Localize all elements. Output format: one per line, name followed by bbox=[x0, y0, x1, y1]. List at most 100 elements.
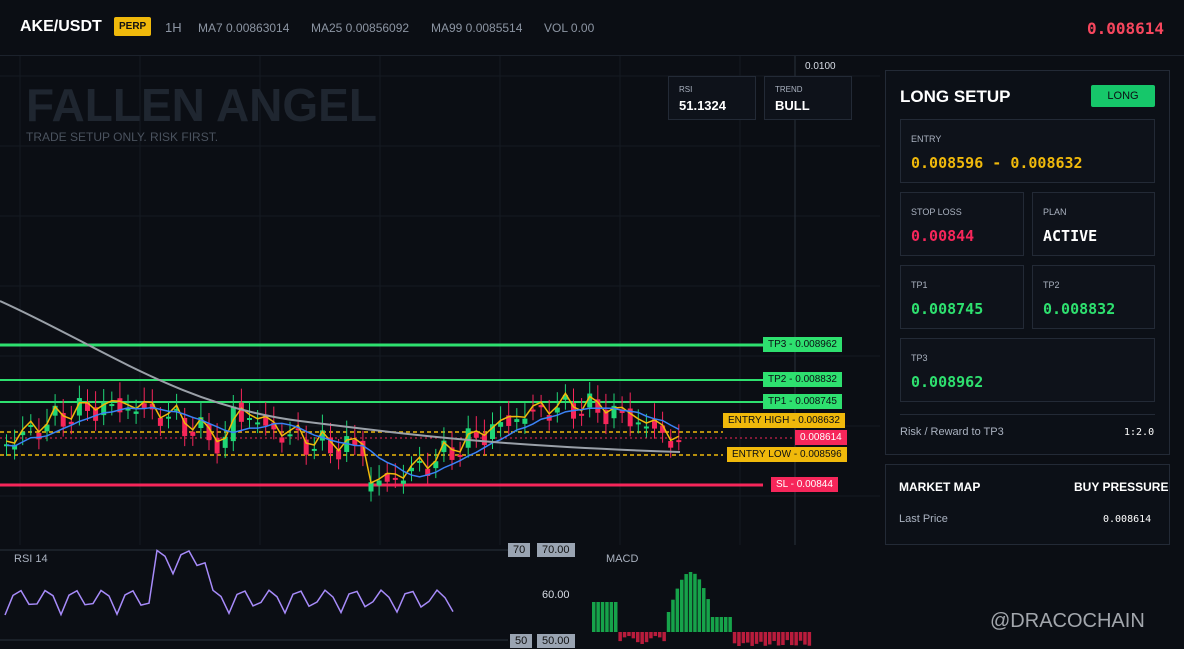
candle-body bbox=[214, 437, 220, 454]
candle-body bbox=[449, 447, 455, 460]
candle-body bbox=[336, 449, 342, 460]
entry-high-label: ENTRY HIGH - 0.008632 bbox=[723, 413, 845, 428]
macd-bar bbox=[618, 632, 622, 642]
candle-body bbox=[279, 437, 285, 443]
macd-bar bbox=[781, 632, 785, 645]
header bbox=[0, 0, 1184, 56]
candle-body bbox=[417, 460, 423, 463]
candle-body bbox=[481, 433, 487, 446]
rr-label: Risk / Reward to TP3 bbox=[900, 426, 1004, 438]
stat-value: 51.1324 bbox=[679, 98, 726, 113]
stop-card: STOP LOSS 0.00844 bbox=[900, 192, 1024, 256]
macd-bar bbox=[794, 632, 798, 646]
market-title: MARKET MAP bbox=[899, 480, 981, 494]
candle-body bbox=[603, 409, 609, 425]
candle-body bbox=[36, 432, 42, 440]
candle-body bbox=[473, 432, 479, 438]
symbol: AKE/USDT bbox=[20, 18, 102, 35]
candle-body bbox=[409, 467, 414, 472]
macd-bar bbox=[715, 617, 719, 632]
last-price: 0.008614 bbox=[1103, 514, 1152, 525]
candle-body bbox=[125, 408, 131, 411]
macd-bar bbox=[768, 632, 772, 645]
candle-body bbox=[425, 468, 431, 476]
candle-body bbox=[222, 436, 228, 448]
macd-bar bbox=[666, 612, 671, 632]
macd-bar bbox=[776, 632, 781, 646]
candle-body bbox=[174, 408, 180, 411]
candle-body bbox=[562, 394, 568, 400]
rsi-tick-50: 50.00 bbox=[537, 634, 575, 648]
candle-body bbox=[530, 409, 536, 412]
macd-bar bbox=[772, 632, 776, 641]
price-chart bbox=[0, 56, 880, 545]
card-value: 0.00844 bbox=[911, 227, 975, 245]
plan-card: PLAN ACTIVE bbox=[1032, 192, 1155, 256]
watermark-title: FALLEN ANGEL bbox=[26, 79, 377, 131]
entry-low-label: ENTRY LOW - 0.008596 bbox=[727, 447, 847, 462]
market-status: BUY PRESSURE bbox=[1074, 480, 1169, 494]
candle-body bbox=[554, 407, 560, 413]
card-label: TP1 bbox=[911, 280, 928, 290]
candle-body bbox=[506, 415, 512, 426]
candle-body bbox=[238, 402, 244, 422]
candle-body bbox=[263, 415, 269, 426]
rsi-tick-70: 70.00 bbox=[537, 543, 575, 557]
ma25 bbox=[6, 406, 680, 478]
card-value: 0.008596 - 0.008632 bbox=[911, 154, 1083, 172]
candle-body bbox=[676, 440, 682, 443]
macd-bar bbox=[807, 632, 812, 646]
candle-body bbox=[376, 480, 382, 486]
macd-bar bbox=[737, 632, 741, 646]
long-badge: LONG bbox=[1091, 85, 1155, 107]
market-map bbox=[885, 464, 1170, 545]
candle-body bbox=[522, 418, 528, 424]
tp3-card: TP3 0.008962 bbox=[900, 338, 1155, 402]
candle-body bbox=[141, 403, 147, 408]
candle-body bbox=[230, 406, 236, 442]
macd-title: MACD bbox=[606, 553, 639, 565]
candle-body bbox=[198, 417, 204, 429]
macd-bar bbox=[596, 602, 600, 632]
setup-title: LONG SETUP bbox=[900, 87, 1011, 106]
candle-body bbox=[255, 422, 261, 425]
candle-body bbox=[303, 439, 309, 455]
macd-bar bbox=[790, 632, 794, 646]
macd-bar bbox=[600, 602, 605, 632]
candle-body bbox=[109, 404, 115, 407]
ma99: MA99 0.0085514 bbox=[431, 21, 523, 35]
candle-body bbox=[60, 412, 66, 427]
candle-body bbox=[635, 422, 641, 425]
stat-value: BULL bbox=[775, 98, 810, 113]
rsi-tick-60: 60.00 bbox=[542, 589, 570, 601]
macd-bar bbox=[750, 632, 754, 646]
macd-bar bbox=[706, 599, 710, 632]
macd-bar bbox=[662, 632, 666, 642]
macd-bar bbox=[785, 632, 790, 641]
macd-bar bbox=[798, 632, 803, 641]
candle-body bbox=[190, 431, 196, 436]
rr-value: 1:2.0 bbox=[1124, 427, 1155, 438]
macd-bar bbox=[754, 632, 759, 644]
rsi-stat: RSI 51.1324 bbox=[668, 76, 756, 120]
candle-body bbox=[498, 422, 504, 427]
macd-bar bbox=[622, 632, 627, 638]
candle-body bbox=[247, 418, 252, 421]
macd-bar bbox=[636, 632, 640, 643]
macd-bar bbox=[759, 632, 763, 642]
candle-body bbox=[44, 424, 50, 432]
price-label: 0.008614 bbox=[795, 430, 847, 445]
macd-bar bbox=[640, 632, 644, 644]
candle-body bbox=[133, 411, 139, 414]
rsi-title: RSI 14 bbox=[14, 553, 48, 565]
ma7 bbox=[6, 391, 680, 484]
interval[interactable]: 1H bbox=[165, 20, 182, 35]
ma25: MA25 0.00856092 bbox=[311, 21, 410, 35]
watermark-subtitle: TRADE SETUP ONLY. RISK FIRST. bbox=[26, 130, 219, 144]
macd-bar bbox=[605, 602, 609, 632]
macd-bar bbox=[693, 573, 697, 632]
candle-body bbox=[28, 425, 34, 428]
macd-bar bbox=[746, 632, 750, 643]
sl-label: SL - 0.00844 bbox=[771, 477, 838, 492]
